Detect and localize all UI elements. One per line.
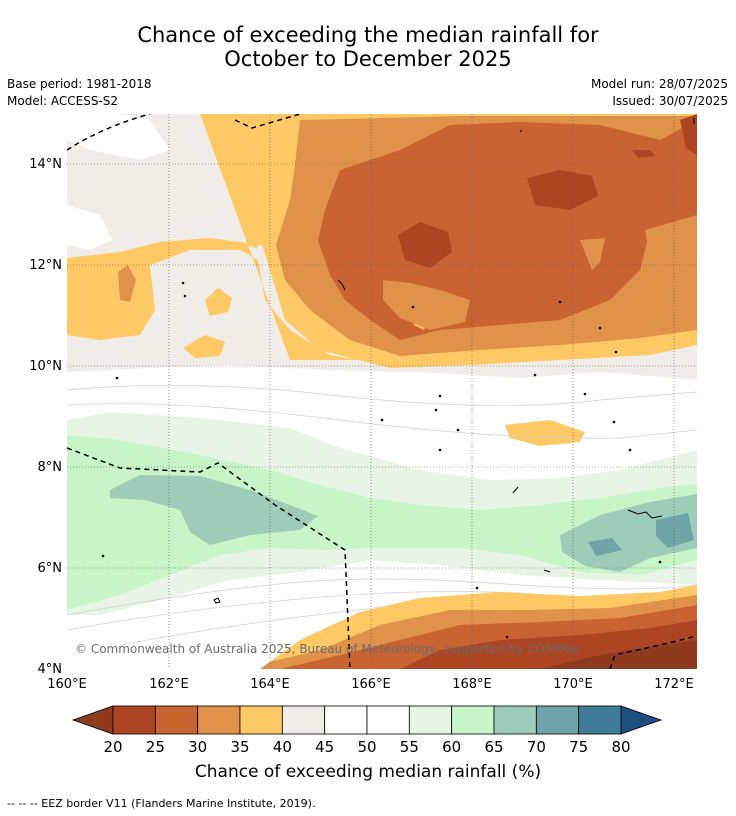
- zone-45-50-south-patch: [150, 640, 300, 669]
- colorbar-cell: [578, 705, 622, 735]
- zone-20-25-c: [632, 150, 655, 158]
- colorbar-cell: [239, 705, 283, 735]
- colorbar-cell: [197, 705, 241, 735]
- colorbar-label: 80: [611, 738, 630, 756]
- gridlines: [67, 114, 697, 669]
- colorbar-label: 35: [230, 738, 249, 756]
- colorbar-cell: [281, 705, 326, 735]
- x-tick: 160°E: [47, 677, 87, 692]
- zone-45-50-nw-patch: [67, 114, 170, 160]
- islands: [101, 118, 695, 639]
- y-tick: 10°N: [29, 359, 62, 374]
- colorbar-label: 75: [569, 738, 588, 756]
- colorbar-label: 65: [484, 738, 503, 756]
- colorbar-cell: [154, 705, 199, 735]
- y-tick: 12°N: [29, 258, 62, 273]
- colorbar-label: 45: [315, 738, 334, 756]
- colorbar-label: 60: [442, 738, 461, 756]
- eez-border: [67, 114, 697, 669]
- model-name: Model: ACCESS-S2: [7, 94, 119, 108]
- x-tick: 166°E: [351, 677, 391, 692]
- x-tick: 168°E: [452, 677, 492, 692]
- colorbar-cell: [451, 705, 495, 735]
- y-tick: 14°N: [29, 157, 62, 172]
- zone-35-40-small-2: [183, 335, 225, 358]
- x-tick: 162°E: [149, 677, 189, 692]
- zone-30-35-west-spot: [118, 265, 136, 302]
- colorbar-label: 40: [273, 738, 292, 756]
- zone-20-25-b: [527, 170, 598, 210]
- x-tick: 172°E: [654, 677, 694, 692]
- rainfall-probability-field: © Commonwealth of Australia 2025, Bureau…: [67, 114, 697, 669]
- colorbar-cell: [535, 705, 580, 735]
- title-line-2: October to December 2025: [224, 47, 512, 71]
- title-line-1: Chance of exceeding the median rainfall …: [137, 23, 599, 47]
- colorbar-label: 20: [103, 738, 122, 756]
- zone-20-25-a: [398, 222, 452, 268]
- colorbar: 20 25 30 35 40 45 50 55 60 65 70 75 80: [71, 705, 663, 756]
- zone-30-35-inner: [580, 238, 605, 270]
- colorbar-title: Chance of exceeding median rainfall (%): [194, 762, 542, 782]
- y-tick: 8°N: [38, 460, 63, 475]
- colorbar-cell: [408, 705, 453, 735]
- y-tick: 4°N: [38, 662, 63, 677]
- colorbar-under-arrow: [71, 705, 114, 735]
- colorbar-label: 55: [400, 738, 419, 756]
- footer-note: -- -- -- EEZ border V11 (Flanders Marine…: [7, 797, 316, 810]
- colorbar-label: 25: [146, 738, 165, 756]
- colorbar-cell: [366, 705, 410, 735]
- zone-30-35-east: [645, 215, 697, 265]
- zone-70-75-east: [656, 513, 694, 548]
- base-period: Base period: 1981-2018: [7, 77, 152, 91]
- colorbar-label: 30: [188, 738, 207, 756]
- colorbar-label: 50: [357, 738, 376, 756]
- zone-20-25-d: [680, 114, 697, 155]
- zone-35-40-small-1: [205, 288, 232, 316]
- zone-65-70-west: [110, 475, 318, 545]
- issued-date: Issued: 30/07/2025: [612, 94, 728, 108]
- x-tick: 170°E: [553, 677, 593, 692]
- zone-35-40-east-patch: [505, 420, 585, 446]
- colorbar-cell: [493, 705, 537, 735]
- colorbar-cell: [112, 705, 156, 735]
- zone-30-35-inner-2: [383, 280, 470, 330]
- x-tick: 164°E: [250, 677, 290, 692]
- zone-60-65: [67, 435, 697, 610]
- copyright-notice: © Commonwealth of Australia 2025, Bureau…: [75, 642, 580, 656]
- y-tick: 6°N: [38, 561, 63, 576]
- zone-70-75-small: [588, 538, 622, 556]
- zone-45-50-nw-patch-2: [67, 205, 112, 250]
- y-axis-ticks: 14°N 12°N 10°N 8°N 6°N 4°N: [29, 157, 62, 677]
- colorbar-cell: [324, 705, 368, 735]
- model-run: Model run: 28/07/2025: [590, 77, 728, 91]
- colorbar-label: 70: [527, 738, 546, 756]
- colorbar-over-arrow: [620, 705, 663, 735]
- x-axis-ticks: 160°E 162°E 164°E 166°E 168°E 170°E 172°…: [47, 677, 694, 692]
- zone-35-40-west: [67, 114, 697, 265]
